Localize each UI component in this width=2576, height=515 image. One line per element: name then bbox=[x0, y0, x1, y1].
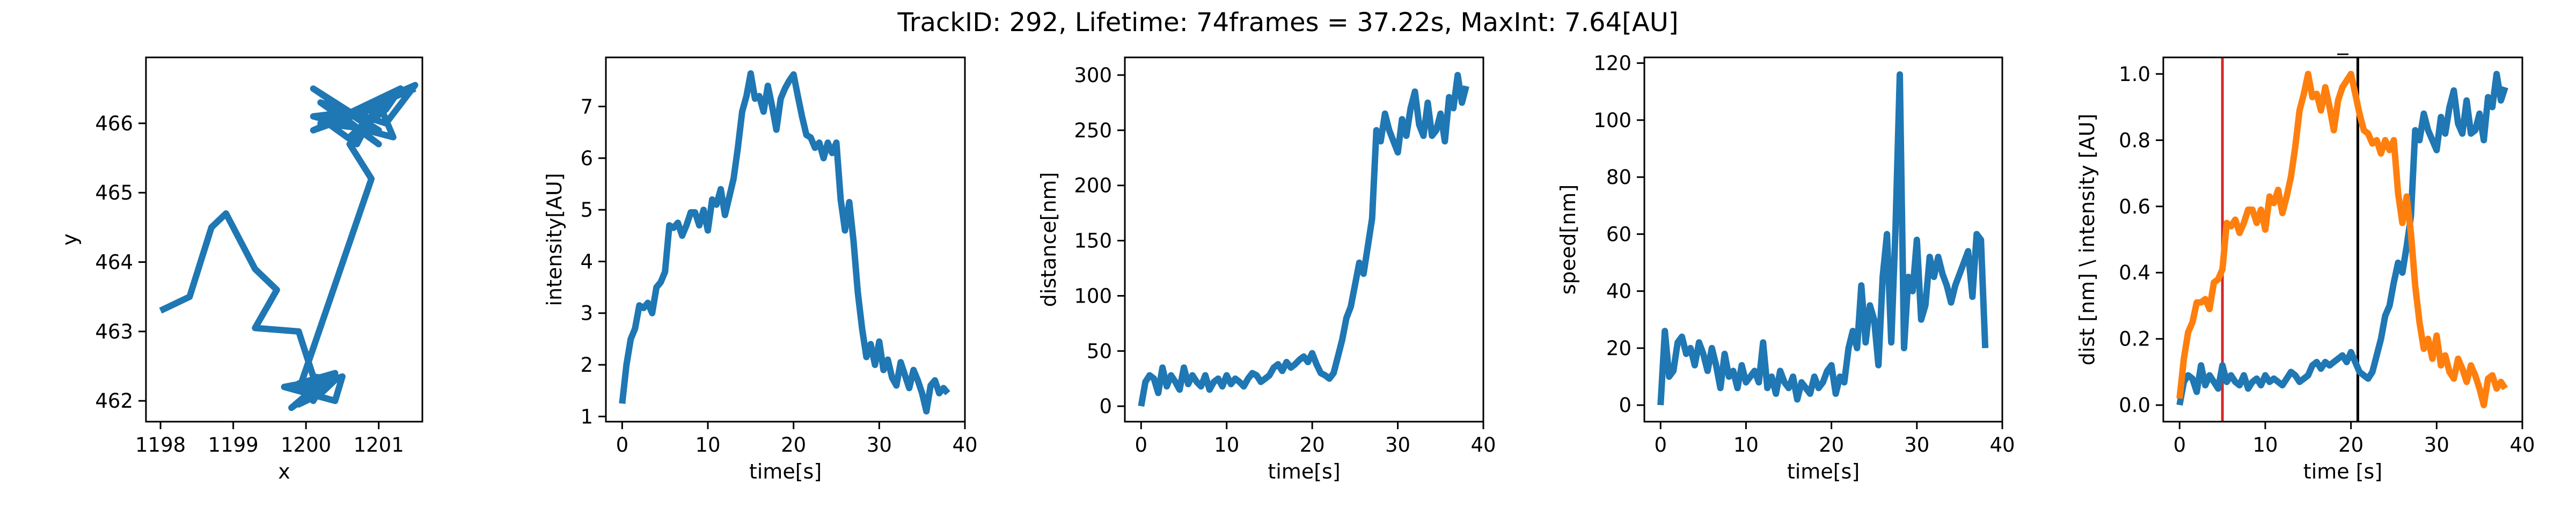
y-tick-label: 5 bbox=[580, 198, 593, 222]
x-tick-label: 10 bbox=[1733, 433, 1759, 457]
x-tick-label: 20 bbox=[1300, 433, 1325, 457]
x-tick-label: 1198 bbox=[135, 433, 186, 457]
x-tick-label: 10 bbox=[1214, 433, 1239, 457]
series-line-blue bbox=[2176, 70, 2508, 406]
x-tick-label: 40 bbox=[1470, 433, 1496, 457]
subplot-2: 0 10 20 30 40 1 2 3 4 5 6 7 time[s] intensity[AU] bbox=[543, 56, 978, 483]
x-tick-label: 30 bbox=[1385, 433, 1410, 457]
x-tick-label: 1199 bbox=[208, 433, 259, 457]
x-tick-label: 0 bbox=[1135, 433, 1148, 457]
y-tick-label: 0.2 bbox=[2119, 328, 2150, 351]
x-tick-label: 0 bbox=[1654, 433, 1667, 457]
y-tick-label: 462 bbox=[95, 389, 133, 413]
y-tick-label: 2 bbox=[580, 354, 593, 377]
x-tick-label: 1201 bbox=[354, 433, 404, 457]
axes-frame bbox=[1124, 56, 1484, 423]
x-tick-label: 0 bbox=[616, 433, 629, 457]
y-tick-label: 0.8 bbox=[2119, 129, 2150, 152]
y-tick-label: 40 bbox=[1606, 280, 1631, 303]
x-axis-label: x bbox=[278, 460, 290, 483]
y-tick-label: 4 bbox=[580, 250, 593, 273]
series-line-orange bbox=[2176, 70, 2508, 409]
x-tick-label: 30 bbox=[2424, 433, 2449, 457]
y-tick-label: 0.6 bbox=[2119, 195, 2150, 218]
y-tick-label: 100 bbox=[1074, 284, 1112, 307]
y-tick-label: 7 bbox=[580, 95, 593, 118]
y-tick-label: 200 bbox=[1074, 174, 1112, 197]
y-axis-label: y bbox=[58, 233, 82, 246]
y-axis-label: dist [nm] \ intensity [AU] bbox=[2075, 114, 2099, 365]
y-axis-label: speed[nm] bbox=[1556, 185, 1580, 295]
series-line-blue bbox=[1657, 71, 1989, 406]
y-tick-label: 0.4 bbox=[2119, 261, 2150, 284]
x-axis-label: time [s] bbox=[2303, 460, 2382, 483]
y-tick-label: 463 bbox=[95, 320, 133, 343]
x-tick-label: 20 bbox=[2338, 433, 2363, 457]
y-tick-label: 100 bbox=[1593, 109, 1631, 132]
y-tick-label: 80 bbox=[1606, 166, 1631, 189]
subplot-title: _ bbox=[2337, 31, 2349, 55]
figure-suptitle: TrackID: 292, Lifetime: 74frames = 37.22… bbox=[897, 8, 1678, 38]
y-tick-label: 466 bbox=[95, 112, 133, 135]
subplot-1: 1198 1199 1200 1201 462 463 464 465 466 x y bbox=[58, 56, 423, 483]
y-tick-label: 0 bbox=[1099, 395, 1112, 418]
y-tick-label: 6 bbox=[580, 147, 593, 170]
series-line-blue bbox=[619, 70, 950, 415]
series-line-blue bbox=[1138, 71, 1469, 407]
axes-frame bbox=[145, 56, 423, 423]
y-tick-label: 150 bbox=[1074, 230, 1112, 253]
x-tick-label: 0 bbox=[2174, 433, 2186, 457]
axes-frame bbox=[2162, 56, 2523, 423]
x-tick-label: 40 bbox=[2509, 433, 2535, 457]
y-tick-label: 465 bbox=[95, 181, 133, 204]
y-tick-label: 3 bbox=[580, 302, 593, 325]
subplot-4: 0 10 20 30 40 0 20 40 60 80 100 120 time[s] speed[nm] bbox=[1556, 52, 2015, 483]
y-axis-label: distance[nm] bbox=[1037, 172, 1060, 307]
y-tick-label: 0 bbox=[1619, 394, 1631, 417]
y-tick-label: 0.0 bbox=[2119, 394, 2150, 417]
x-tick-label: 40 bbox=[952, 433, 977, 457]
y-tick-label: 1 bbox=[580, 405, 593, 428]
y-axis-label: intensity[AU] bbox=[543, 173, 566, 306]
y-tick-label: 1.0 bbox=[2119, 63, 2150, 86]
x-tick-label: 20 bbox=[781, 433, 806, 457]
x-tick-label: 10 bbox=[2252, 433, 2278, 457]
x-tick-label: 40 bbox=[1989, 433, 2015, 457]
axes-frame bbox=[1643, 56, 2003, 423]
y-tick-label: 50 bbox=[1087, 340, 1112, 363]
x-axis-label: time[s] bbox=[1268, 460, 1340, 483]
y-tick-label: 20 bbox=[1606, 337, 1631, 360]
series-line-blue bbox=[159, 82, 419, 411]
subplot-5: 0 10 20 30 40 0.0 0.2 0.4 0.6 0.8 1.0 time [s] dist … bbox=[2075, 31, 2535, 483]
x-tick-label: 30 bbox=[867, 433, 892, 457]
x-tick-label: 20 bbox=[1819, 433, 1844, 457]
y-tick-label: 464 bbox=[95, 251, 133, 274]
x-axis-label: time[s] bbox=[1787, 460, 1860, 483]
subplot-3: 0 10 20 30 40 0 50 100 150 200 250 300 time[s] distan… bbox=[1037, 56, 1496, 483]
axes-frame bbox=[605, 56, 966, 423]
x-axis-label: time[s] bbox=[749, 460, 822, 483]
y-tick-label: 250 bbox=[1074, 119, 1112, 142]
y-tick-label: 300 bbox=[1074, 64, 1112, 87]
x-tick-label: 10 bbox=[695, 433, 720, 457]
y-tick-label: 120 bbox=[1593, 52, 1631, 75]
y-tick-label: 60 bbox=[1606, 223, 1631, 246]
x-tick-label: 1200 bbox=[281, 433, 331, 457]
x-tick-label: 30 bbox=[1904, 433, 1929, 457]
